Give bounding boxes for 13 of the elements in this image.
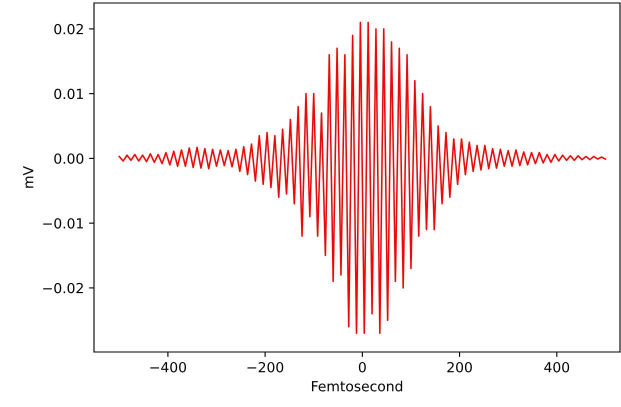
y-tick-label: 0.00 xyxy=(54,153,84,164)
y-tick-label: −0.01 xyxy=(43,218,83,229)
x-tick-label: 400 xyxy=(544,362,570,372)
x-tick-label: 200 xyxy=(447,362,472,372)
y-tick-label: 0.01 xyxy=(54,88,83,100)
y-tick-label: −0.02 xyxy=(43,282,83,294)
line-series xyxy=(118,22,606,334)
x-tick-label: −200 xyxy=(248,362,284,372)
y-tick-label: 0.02 xyxy=(54,24,83,34)
x-tick-label: 0 xyxy=(358,362,366,372)
y-axis-title: mV xyxy=(23,166,34,188)
x-axis-title: Femtosecond xyxy=(312,380,402,392)
x-tick-label: −400 xyxy=(150,362,186,372)
